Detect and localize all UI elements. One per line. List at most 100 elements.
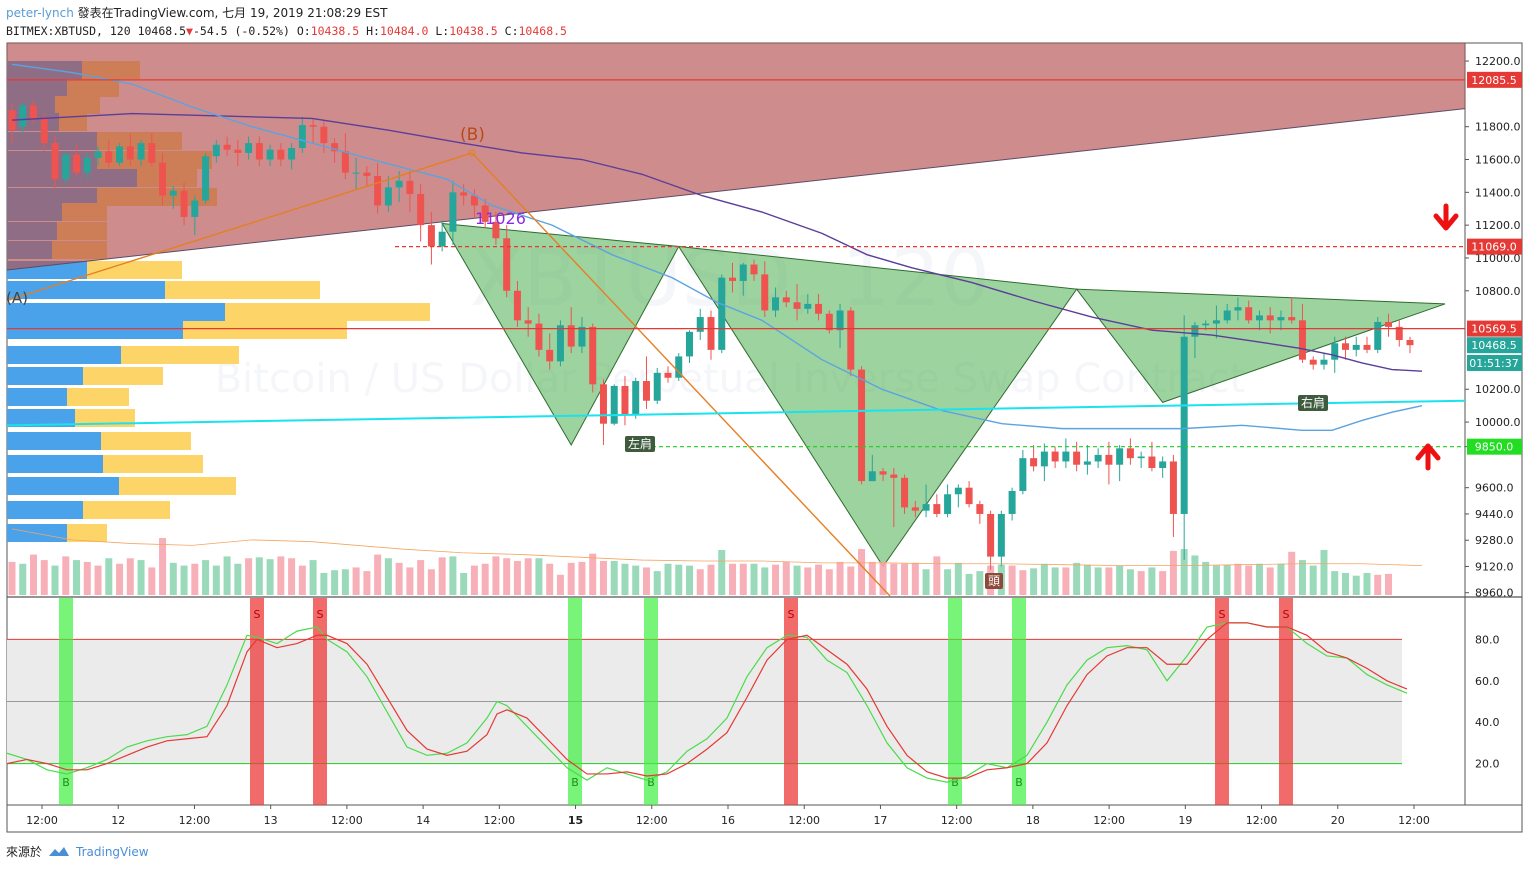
buy-signal-label: B bbox=[1015, 776, 1023, 789]
candle-body bbox=[62, 154, 70, 180]
sell-signal-bar bbox=[1279, 598, 1293, 805]
candle-body bbox=[288, 148, 296, 160]
volume-bar bbox=[901, 563, 909, 595]
candle-body bbox=[40, 118, 48, 144]
wave-b-c-line bbox=[471, 152, 891, 597]
candle-body bbox=[1073, 451, 1081, 465]
volume-profile-sell-bar bbox=[225, 303, 430, 321]
volume-bar bbox=[438, 557, 446, 595]
candle-body bbox=[1212, 320, 1220, 324]
volume-bar bbox=[116, 563, 124, 595]
arrow-up-icon bbox=[1415, 443, 1441, 471]
buy-signal-bar bbox=[948, 598, 962, 805]
time-axis-frame bbox=[6, 804, 1523, 833]
high-label: H: bbox=[366, 24, 380, 38]
volume-profile-sell-bar bbox=[119, 477, 236, 495]
tradingview-logo-icon bbox=[49, 846, 70, 856]
candle-body bbox=[449, 192, 457, 232]
candle-body bbox=[503, 238, 511, 291]
candle-body bbox=[1040, 451, 1048, 467]
volume-bar bbox=[675, 564, 683, 595]
volume-bar bbox=[1083, 564, 1091, 595]
candle-body bbox=[1180, 336, 1188, 514]
source-label: 來源於 bbox=[6, 845, 43, 859]
candle-body bbox=[202, 156, 210, 201]
resistance-trendline bbox=[6, 108, 1466, 271]
wave-a-b-line bbox=[6, 152, 473, 302]
volume-bar bbox=[610, 561, 618, 595]
candle-body bbox=[922, 504, 930, 511]
time-tick: 13 bbox=[264, 814, 278, 827]
price-tick: 9440.0 bbox=[1475, 508, 1514, 521]
candle-body bbox=[589, 326, 597, 385]
time-tick: 20 bbox=[1331, 814, 1345, 827]
price-tick: 11600.0 bbox=[1475, 154, 1521, 167]
volume-profile-sell-bar bbox=[67, 388, 129, 406]
close-value: 10468.5 bbox=[518, 24, 567, 38]
volume-bar bbox=[1331, 571, 1339, 595]
price-tick: 10800.0 bbox=[1475, 285, 1521, 298]
volume-bar bbox=[470, 565, 478, 595]
candle-body bbox=[1159, 461, 1167, 469]
candle-body bbox=[30, 105, 38, 119]
candle-body bbox=[83, 157, 91, 173]
ma_purple-line bbox=[11, 112, 1423, 372]
price-label: 12085.5 bbox=[1471, 74, 1517, 87]
price-label-box bbox=[1467, 320, 1522, 337]
volume-bar bbox=[1234, 563, 1242, 595]
volume-bar bbox=[729, 563, 737, 595]
close-label: C: bbox=[504, 24, 519, 38]
volume-bar bbox=[1374, 574, 1382, 595]
candle-body bbox=[1094, 454, 1102, 462]
volume-profile-buy-bar bbox=[7, 281, 165, 299]
sell-signal-bar bbox=[1215, 598, 1229, 805]
volume-bar bbox=[83, 561, 91, 595]
buy-signal-bar bbox=[1012, 598, 1026, 805]
time-tick: 12:00 bbox=[941, 814, 973, 827]
author-link[interactable]: peter-lynch bbox=[6, 6, 74, 20]
volume-bar bbox=[578, 561, 586, 595]
volume-bar bbox=[1180, 549, 1188, 595]
candle-body bbox=[470, 195, 478, 206]
candle-body bbox=[685, 331, 693, 357]
down-arrow-icon: ▼ bbox=[186, 24, 193, 38]
volume-bar bbox=[1309, 565, 1317, 595]
candle-body bbox=[954, 487, 962, 495]
candle-body bbox=[696, 317, 704, 332]
candle-body bbox=[1148, 456, 1156, 469]
volume-bar bbox=[492, 556, 500, 595]
stoch-tick: 40.0 bbox=[1475, 716, 1500, 729]
volume-bar bbox=[653, 571, 661, 595]
tradingview-brand[interactable]: TradingView bbox=[76, 844, 149, 859]
candle-body bbox=[255, 143, 263, 160]
volume-bar bbox=[277, 556, 285, 595]
volume-profile-buy-bar bbox=[7, 303, 225, 321]
candle-body bbox=[1062, 451, 1070, 462]
arrow-down-icon bbox=[1433, 203, 1459, 231]
watermark-description: Bitcoin / US Dollar Perpetual Inverse Sw… bbox=[215, 356, 1246, 402]
volume-bar bbox=[890, 563, 898, 595]
price-change: -54.5 (-0.52%) bbox=[192, 24, 290, 38]
candle-body bbox=[352, 172, 360, 174]
volume-bar bbox=[513, 561, 521, 595]
candle-body bbox=[1298, 320, 1306, 360]
candle-body bbox=[879, 471, 887, 475]
candle-body bbox=[1019, 458, 1027, 491]
candle-body bbox=[363, 172, 371, 176]
candle-body bbox=[599, 384, 607, 424]
volume-bar bbox=[739, 563, 747, 595]
buy-signal-label: B bbox=[62, 776, 70, 789]
volume-bar bbox=[8, 561, 16, 595]
volume-bar bbox=[1169, 550, 1177, 595]
candle-body bbox=[1137, 456, 1145, 459]
candle-body bbox=[1105, 454, 1113, 465]
price-tick: 11000.0 bbox=[1475, 252, 1521, 265]
volume-bar bbox=[804, 567, 812, 595]
candle-body bbox=[1331, 343, 1339, 360]
volume-profile-buy-bar bbox=[7, 388, 67, 406]
candle-body bbox=[19, 105, 27, 127]
volume-bar bbox=[202, 560, 210, 595]
chart-header: peter-lynch 發表在TradingView.com, 七月 19, 2… bbox=[6, 4, 567, 40]
candle-body bbox=[406, 180, 414, 194]
